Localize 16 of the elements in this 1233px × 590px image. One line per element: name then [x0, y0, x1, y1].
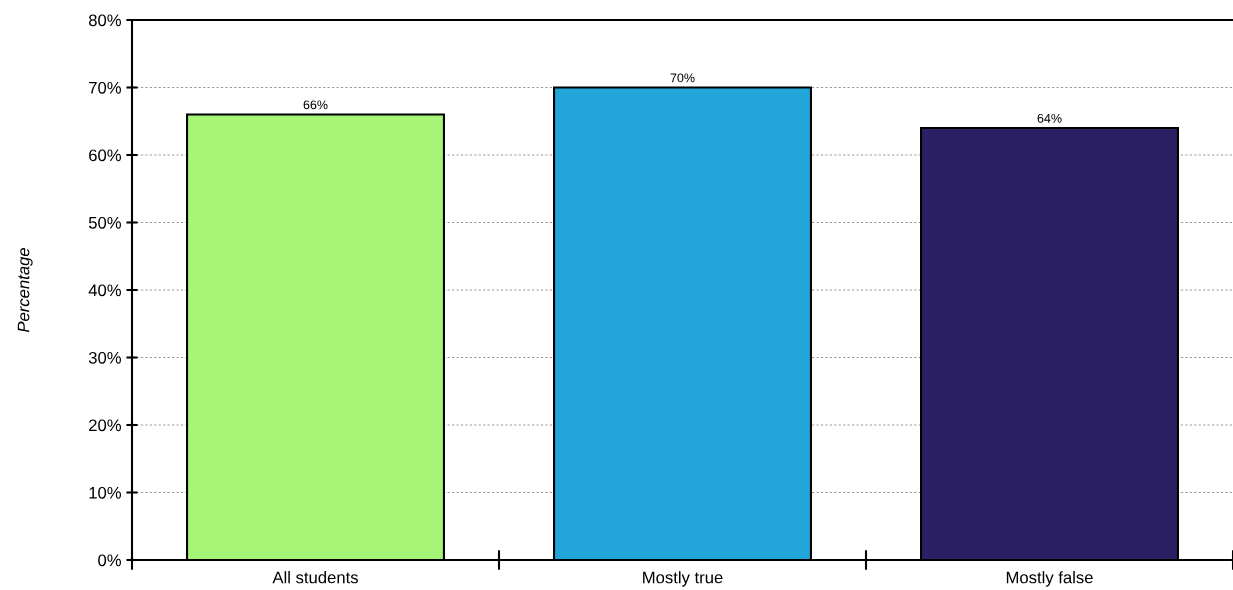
data-label: 70% — [670, 73, 695, 83]
x-tick-label: All students — [272, 571, 358, 584]
y-axis-title: Percentage — [17, 247, 33, 333]
data-label: 64% — [1037, 113, 1062, 123]
y-tick-label: 40% — [88, 284, 121, 297]
x-tick-label: Mostly true — [643, 571, 723, 587]
y-tick-label: 50% — [88, 216, 121, 229]
y-tick-label: 20% — [89, 419, 121, 432]
x-tick-label: Mostly false — [1006, 571, 1093, 587]
y-tick-label: 10% — [89, 486, 121, 499]
data-label: 66% — [303, 100, 328, 110]
y-tick-label: 70% — [89, 81, 121, 94]
y-tick-label: 80% — [88, 14, 121, 27]
y-tick-label: 0% — [98, 554, 121, 567]
y-tick-label: 30% — [88, 351, 121, 364]
y-tick-label: 60% — [89, 149, 121, 162]
